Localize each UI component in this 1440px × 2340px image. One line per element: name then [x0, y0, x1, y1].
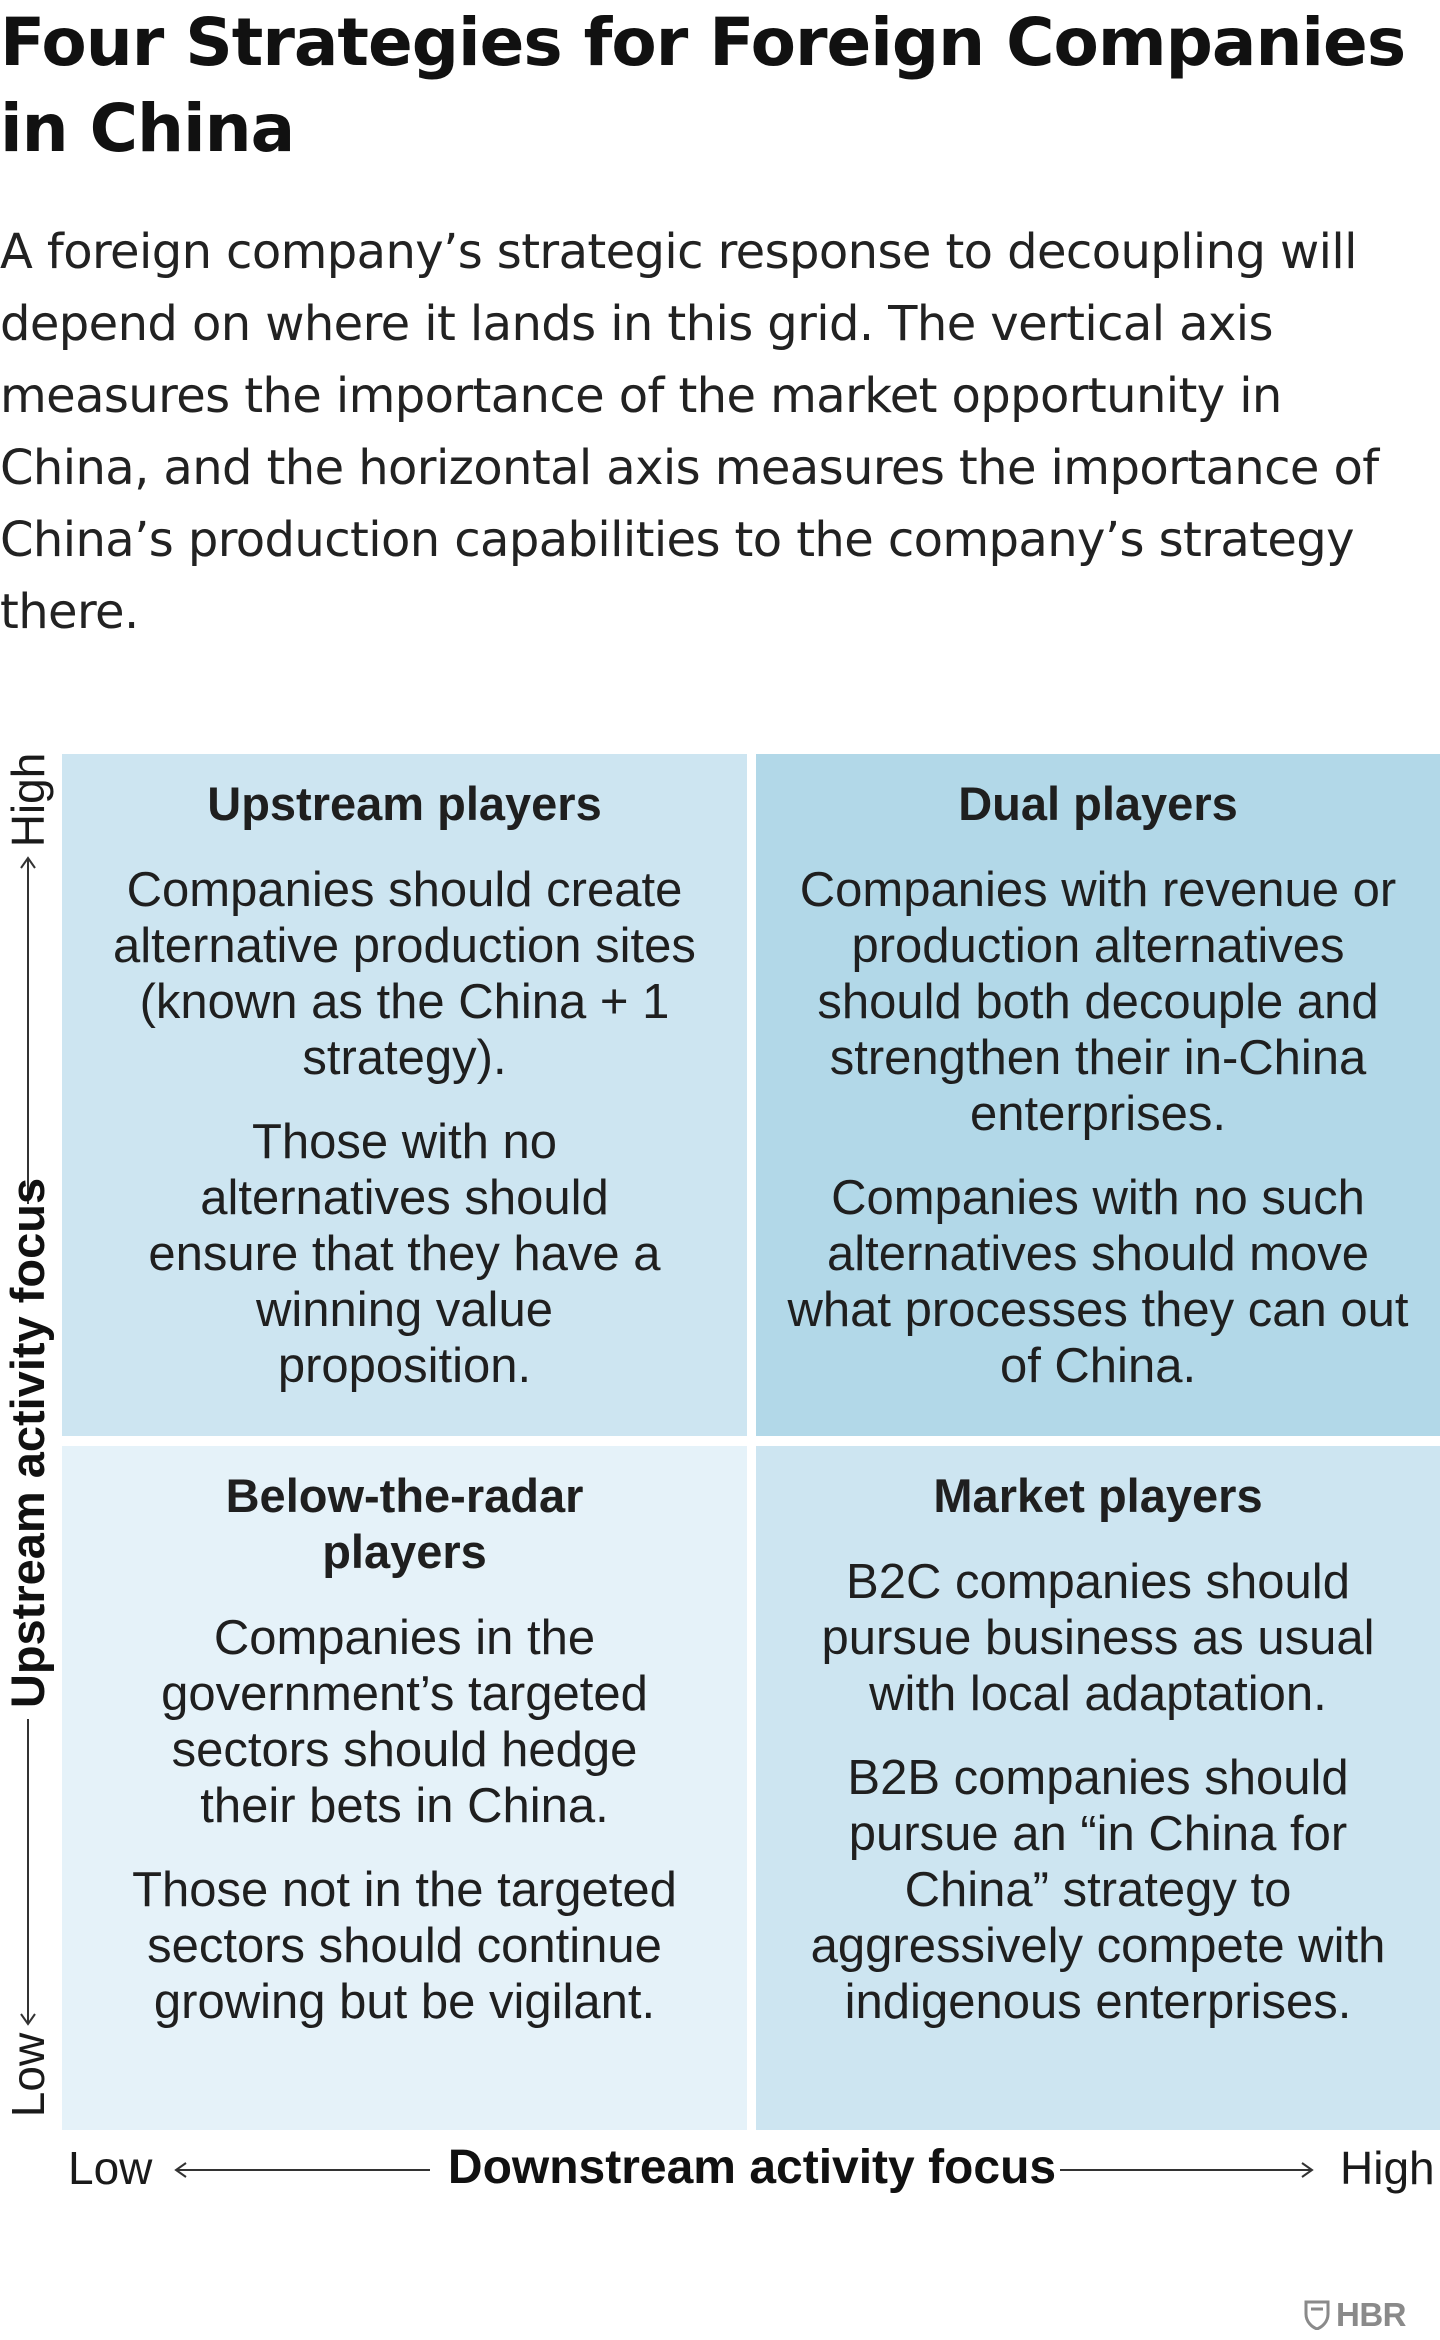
- x-axis-low-label: Low: [68, 2142, 153, 2194]
- page-title: Four Strategies for Foreign Companies in…: [0, 4, 1406, 167]
- quadrant-text: Companies with no such alternatives shou…: [787, 1171, 1409, 1393]
- y-axis-label: Upstream activity focus: [1, 1177, 54, 1709]
- quadrant-title: Upstream players: [207, 777, 602, 830]
- intro-text: A foreign company’s strategic response t…: [0, 224, 1379, 640]
- quadrant-dual-players: Dual players Companies with revenue or p…: [756, 754, 1440, 1436]
- y-axis-low-label: Low: [2, 2032, 54, 2118]
- x-axis-arrows: [174, 2162, 1314, 2178]
- hbr-logo: HBR: [1304, 2296, 1407, 2333]
- quadrant-title: Below-the-radar players: [225, 1469, 584, 1578]
- arrow-up-icon: [20, 856, 36, 869]
- y-axis-high-label: High: [2, 752, 54, 848]
- arrow-right-icon: [1301, 2162, 1314, 2178]
- quadrant-title: Dual players: [958, 777, 1238, 830]
- y-axis-arrows: [20, 856, 36, 2026]
- quadrant-title: Market players: [933, 1469, 1263, 1522]
- x-axis-label: Downstream activity focus: [447, 2141, 1057, 2194]
- quadrant-text: B2B companies should pursue an “in China…: [810, 1751, 1386, 2029]
- y-axis: [0, 754, 58, 2130]
- arrow-left-icon: [174, 2162, 187, 2178]
- quadrant-text: B2C companies should pursue business as …: [821, 1555, 1375, 1721]
- quadrant-text: Those with no alternatives should ensure…: [148, 1115, 661, 1393]
- x-axis-high-label: High: [1340, 2142, 1435, 2194]
- quadrant-below-the-radar-players: Below-the-radar players Companies in the…: [62, 1446, 747, 2130]
- shield-icon: [1304, 2300, 1330, 2330]
- arrow-down-icon: [20, 2013, 36, 2026]
- quadrant-text: Those not in the targeted sectors should…: [132, 1863, 677, 2029]
- quadrant-text: Companies with revenue or production alt…: [799, 863, 1397, 1141]
- quadrant-upstream-players: Upstream players Companies should create…: [62, 754, 747, 1436]
- quadrant-text: Companies should create alternative prod…: [113, 863, 696, 1085]
- quadrant-market-players: Market players B2C companies should purs…: [756, 1446, 1440, 2130]
- logo-text: HBR: [1336, 2296, 1407, 2333]
- quadrant-text: Companies in the government’s targeted s…: [161, 1611, 648, 1833]
